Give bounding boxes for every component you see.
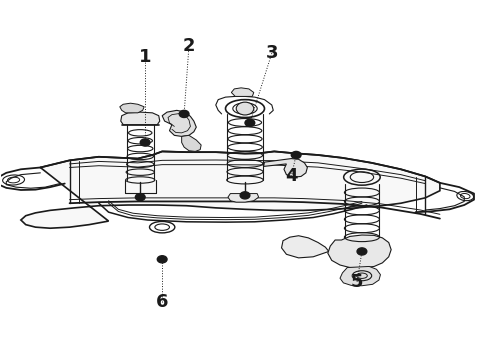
- Polygon shape: [228, 194, 259, 202]
- Text: 6: 6: [156, 293, 169, 311]
- Polygon shape: [162, 111, 196, 136]
- Circle shape: [245, 119, 255, 126]
- Text: 1: 1: [139, 48, 151, 66]
- Text: 4: 4: [285, 167, 297, 185]
- Circle shape: [135, 194, 145, 201]
- Circle shape: [236, 102, 254, 115]
- Circle shape: [179, 111, 189, 117]
- Polygon shape: [231, 88, 254, 96]
- Polygon shape: [121, 112, 160, 125]
- Circle shape: [157, 256, 167, 263]
- Polygon shape: [340, 266, 380, 286]
- Text: 5: 5: [351, 273, 363, 291]
- Circle shape: [357, 248, 367, 255]
- Polygon shape: [120, 103, 144, 113]
- Circle shape: [291, 152, 301, 158]
- Text: 2: 2: [183, 37, 195, 55]
- Polygon shape: [21, 152, 440, 228]
- Text: 3: 3: [266, 44, 278, 62]
- Polygon shape: [328, 235, 391, 268]
- Polygon shape: [182, 135, 201, 152]
- Polygon shape: [264, 158, 307, 177]
- Circle shape: [140, 139, 150, 146]
- Circle shape: [240, 192, 250, 199]
- Polygon shape: [282, 236, 329, 258]
